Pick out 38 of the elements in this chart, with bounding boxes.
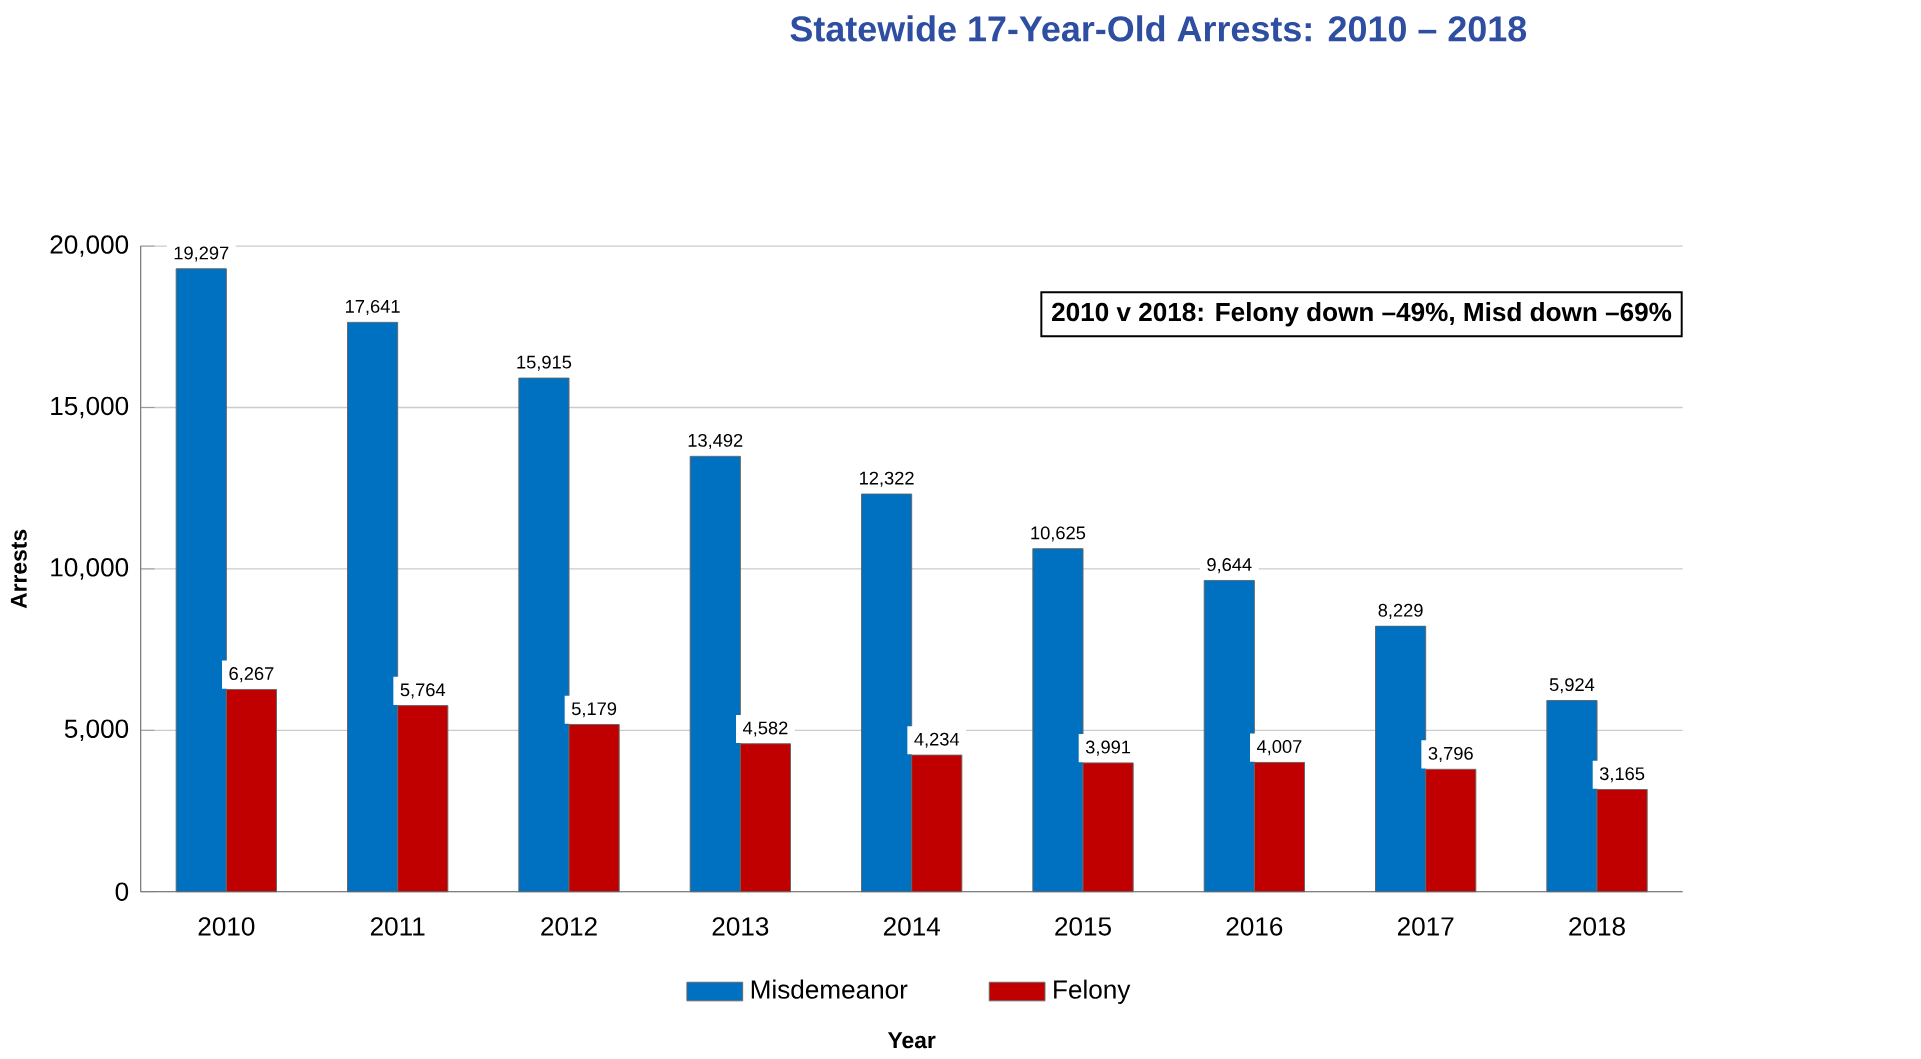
x-tick-label: 2012	[541, 917, 597, 936]
data-label: 10,625	[1031, 526, 1086, 542]
x-tick-label: 2016	[1226, 917, 1283, 936]
x-tick-label: 2013	[712, 917, 769, 936]
data-label: 3,991	[1085, 740, 1131, 756]
legend-label: Misdemeanor	[751, 979, 908, 999]
x-tick-label: 2018	[1569, 917, 1625, 936]
x-tick-label: 2011	[370, 917, 425, 936]
x-tick-label: 2017	[1397, 917, 1454, 936]
y-tick-label: 5,000	[64, 719, 129, 741]
y-axis-title: Arrests	[10, 529, 27, 609]
data-label: 3,796	[1428, 746, 1473, 762]
data-label: 3,165	[1599, 767, 1645, 783]
chart-title: Statewide 17-Year-Old Arrests: 2010 – 2018	[790, 15, 1527, 42]
data-label: 19,297	[174, 246, 229, 262]
data-label: 5,764	[400, 683, 446, 699]
y-tick-label: 0	[115, 882, 129, 901]
data-label: 17,641	[346, 299, 400, 315]
data-label: 5,179	[571, 702, 617, 718]
annotation: 2010 v 2018: Felony down –49%, Misd down –69%	[1052, 301, 1672, 327]
data-label: 5,924	[1549, 678, 1595, 694]
data-label: 4,582	[742, 721, 788, 737]
data-label: 4,007	[1256, 739, 1302, 756]
data-label: 15,915	[517, 355, 572, 371]
x-tick-label: 2015	[1055, 917, 1111, 936]
y-tick-label: 10,000	[51, 558, 129, 580]
y-tick-label: 20,000	[50, 235, 129, 257]
data-label: 4,234	[914, 732, 960, 748]
data-label: 12,322	[860, 471, 914, 487]
legend-label: Felony	[1054, 979, 1131, 1004]
x-tick-label: 2014	[883, 917, 940, 936]
data-label: 9,644	[1207, 558, 1252, 574]
data-label: 6,267	[229, 667, 274, 683]
data-label: 13,492	[688, 433, 743, 449]
y-tick-label: 15,000	[51, 396, 129, 419]
x-axis-title: Year	[887, 1032, 936, 1049]
data-label: 8,229	[1378, 603, 1423, 619]
x-tick-label: 2010	[198, 917, 255, 936]
